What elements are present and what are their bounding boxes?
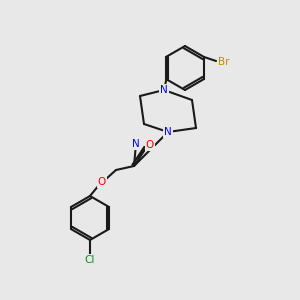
Text: N: N [132, 139, 140, 149]
Text: O: O [146, 140, 154, 150]
Text: N: N [160, 85, 168, 95]
Text: Cl: Cl [85, 255, 95, 265]
Text: Br: Br [218, 57, 230, 67]
Text: N: N [164, 127, 172, 137]
Text: O: O [98, 177, 106, 187]
